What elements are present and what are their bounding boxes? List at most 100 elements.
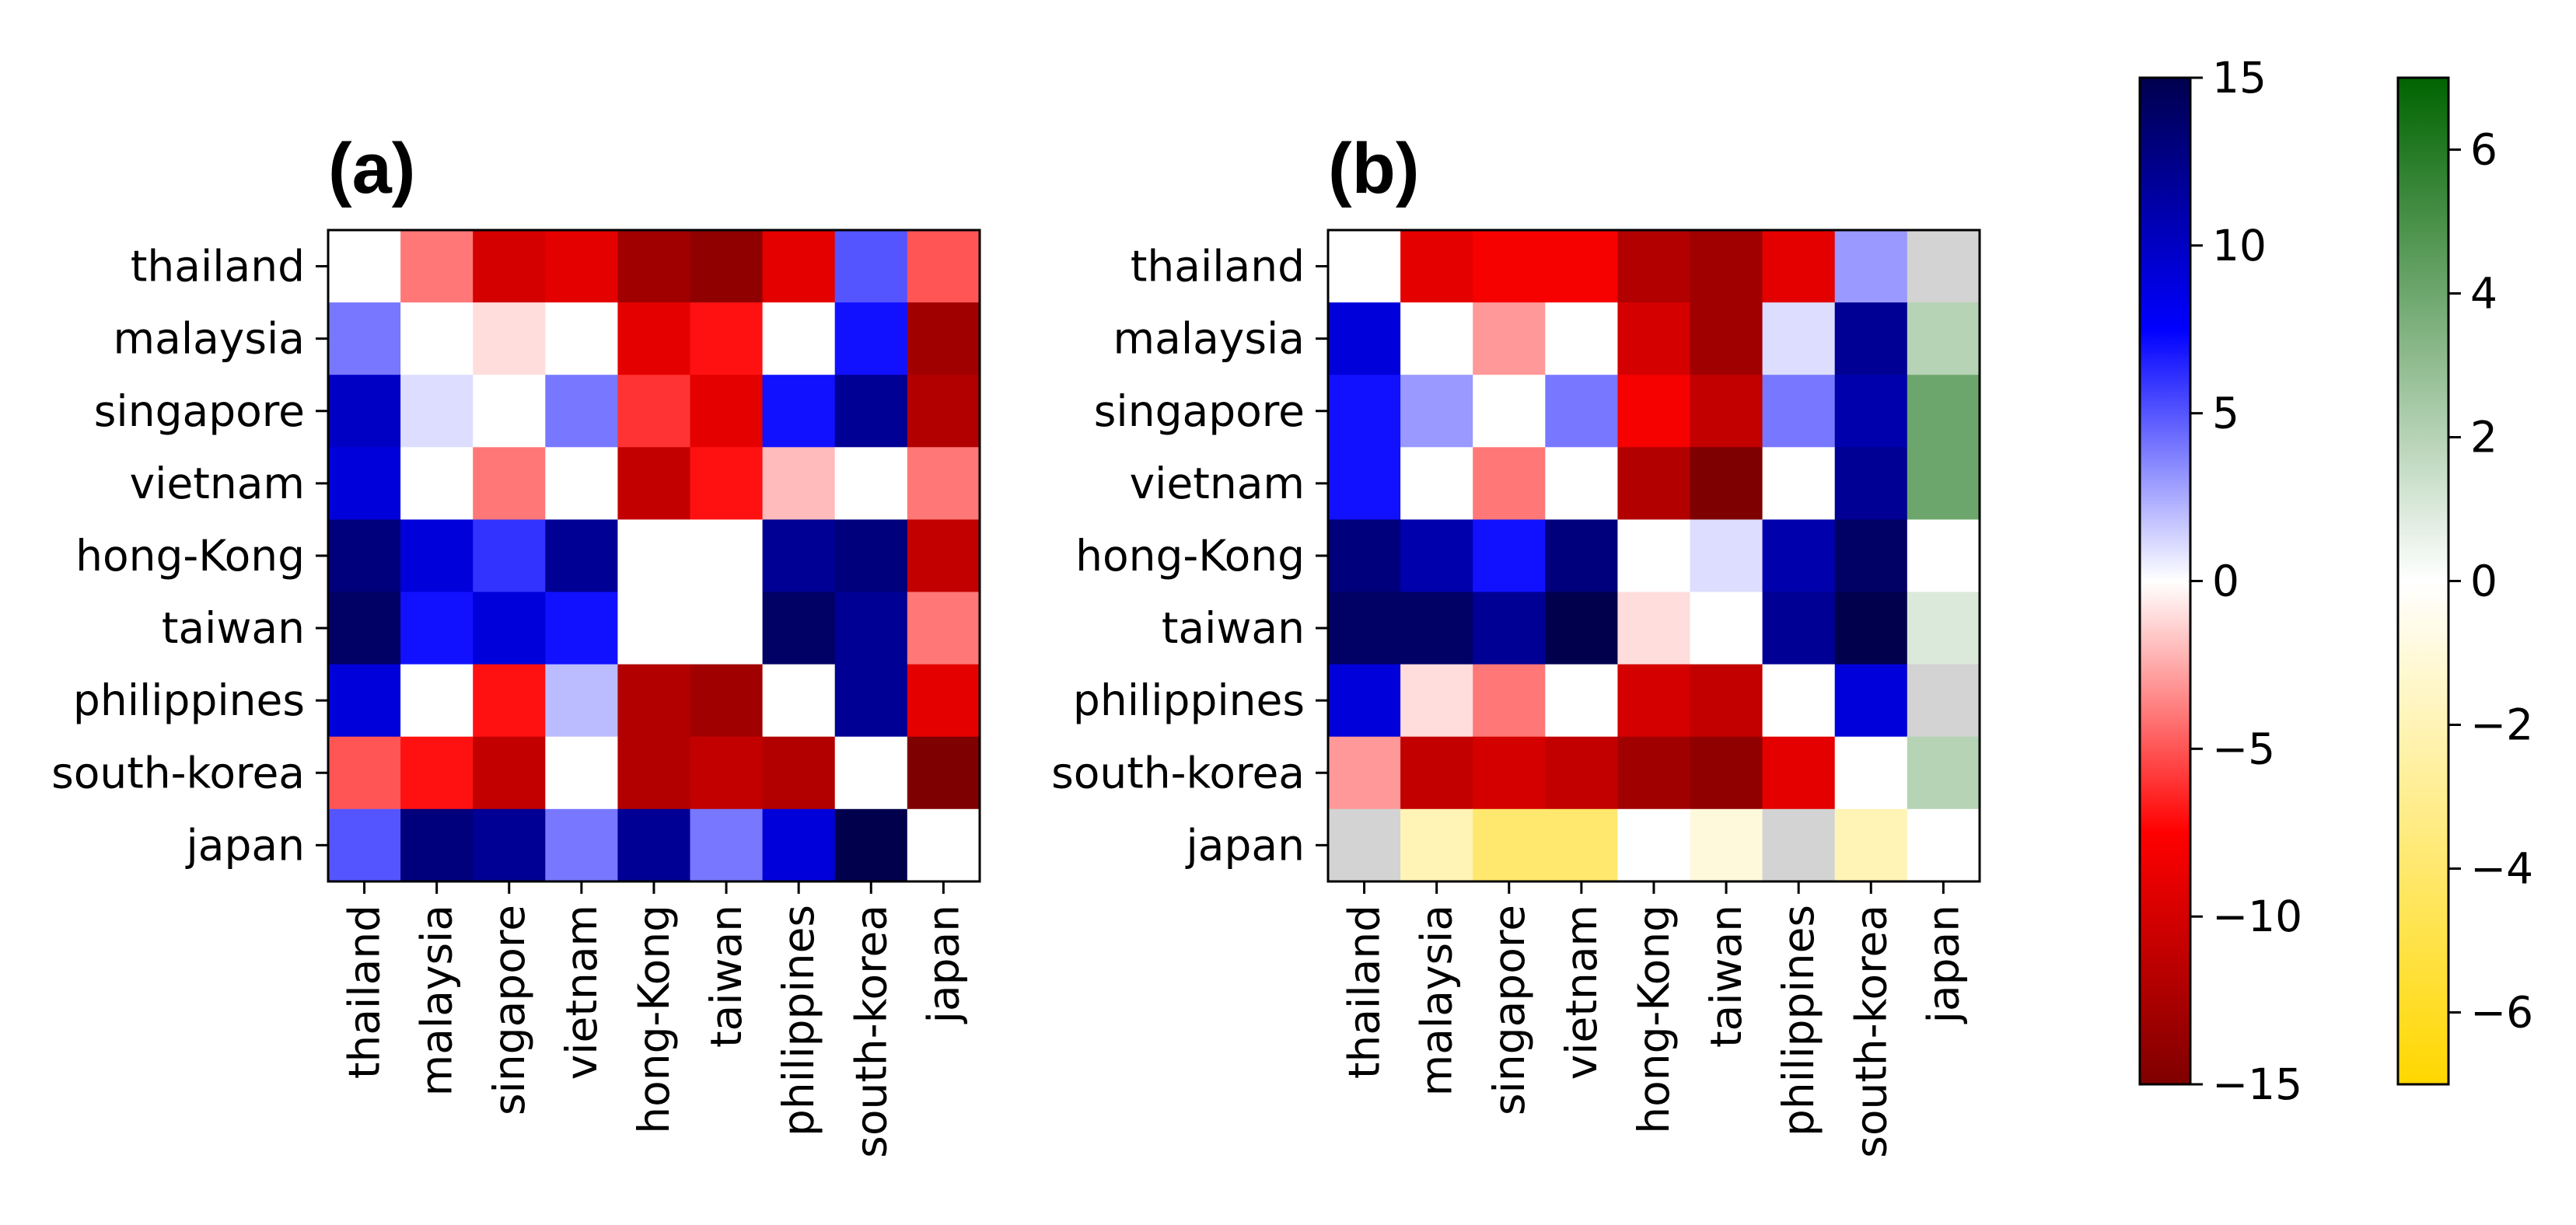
heatmap-cell bbox=[1907, 447, 1980, 520]
heatmap-cell bbox=[1907, 808, 1980, 882]
heatmap-cell bbox=[1690, 447, 1763, 520]
heatmap-cell bbox=[473, 664, 546, 738]
heatmap-cell bbox=[1545, 808, 1618, 882]
heatmap-cell bbox=[1834, 736, 1908, 810]
heatmap-cell bbox=[1473, 375, 1546, 448]
heatmap-cell bbox=[762, 230, 836, 303]
heatmap-cell bbox=[1834, 592, 1908, 665]
heatmap-cell bbox=[1400, 375, 1473, 448]
row-label: thailand bbox=[131, 242, 305, 291]
col-label: thailand bbox=[1340, 905, 1389, 1079]
row-label: singapore bbox=[94, 386, 305, 436]
heatmap-cell bbox=[834, 519, 908, 593]
heatmap-cell bbox=[1545, 375, 1618, 448]
heatmap-cell bbox=[762, 736, 836, 810]
heatmap-cell bbox=[545, 736, 618, 810]
colorbar-blue-red-gradient bbox=[2138, 76, 2192, 1086]
heatmap-cell bbox=[617, 808, 691, 882]
colorbar-tick-label: 0 bbox=[2212, 557, 2239, 606]
col-label: taiwan bbox=[701, 905, 751, 1048]
heatmap-cell bbox=[1617, 592, 1691, 665]
heatmap-cell bbox=[1690, 808, 1763, 882]
heatmap-cell bbox=[1328, 302, 1401, 375]
heatmap-a-ticks bbox=[316, 265, 945, 894]
panel-b-title: (b) bbox=[1328, 129, 1419, 208]
heatmap-cell bbox=[907, 375, 980, 448]
heatmap-cell bbox=[834, 302, 908, 375]
row-label: taiwan bbox=[1162, 603, 1305, 653]
heatmap-cell bbox=[762, 592, 836, 665]
heatmap-b-frame bbox=[1326, 229, 1981, 883]
heatmap-cell bbox=[473, 736, 546, 810]
heatmap-cell bbox=[762, 519, 836, 593]
heatmap-cell bbox=[328, 375, 401, 448]
heatmap-cell bbox=[1907, 736, 1980, 810]
heatmap-cell bbox=[1834, 302, 1908, 375]
heatmap-cell bbox=[328, 808, 401, 882]
heatmap-cell bbox=[1400, 592, 1473, 665]
heatmap-cell bbox=[762, 808, 836, 882]
row-label: singapore bbox=[1094, 386, 1305, 436]
heatmap-cell bbox=[1690, 519, 1763, 593]
heatmap-b-ticks bbox=[1316, 265, 1945, 894]
heatmap-cell bbox=[907, 664, 980, 738]
heatmap-cell bbox=[690, 447, 764, 520]
heatmap-a-row-labels: thailand malaysia singapore vietnam hong-Kon… bbox=[51, 242, 305, 871]
heatmap-cell bbox=[617, 302, 691, 375]
heatmap-cell bbox=[1328, 447, 1401, 520]
heatmap-cell bbox=[1617, 302, 1691, 375]
panel-a-title: (a) bbox=[328, 129, 415, 208]
heatmap-cell bbox=[617, 375, 691, 448]
heatmap-cell bbox=[1545, 447, 1618, 520]
heatmap-cell bbox=[690, 664, 764, 738]
colorbar-tick-label: −5 bbox=[2212, 724, 2275, 773]
colorbar-tick-label: 6 bbox=[2470, 125, 2497, 175]
heatmap-cell bbox=[1907, 519, 1980, 593]
heatmap-cell bbox=[1617, 519, 1691, 593]
colorbar-tick-label: 2 bbox=[2470, 413, 2497, 462]
heatmap-cell bbox=[1690, 664, 1763, 738]
col-label: hong-Kong bbox=[1629, 905, 1679, 1134]
heatmap-cell bbox=[1907, 664, 1980, 738]
heatmap-cell bbox=[545, 664, 618, 738]
heatmap-cell bbox=[1617, 808, 1691, 882]
heatmap-cell bbox=[1328, 592, 1401, 665]
row-label: south-korea bbox=[1051, 748, 1305, 797]
heatmap-cell bbox=[1328, 230, 1401, 303]
heatmap-cell bbox=[1545, 230, 1618, 303]
heatmap-cell bbox=[328, 664, 401, 738]
colorbar-blue-red-ticks: 15 10 5 0 −5 −10 −15 bbox=[2190, 53, 2302, 1109]
heatmap-cell bbox=[1834, 808, 1908, 882]
col-label: hong-Kong bbox=[629, 905, 679, 1134]
heatmap-cell bbox=[907, 736, 980, 810]
heatmap-cell bbox=[1762, 592, 1836, 665]
col-label: singapore bbox=[484, 905, 534, 1115]
heatmap-cell bbox=[400, 592, 474, 665]
heatmap-cell bbox=[762, 664, 836, 738]
row-label: south-korea bbox=[51, 748, 305, 797]
heatmap-cell bbox=[907, 519, 980, 593]
heatmap-cell bbox=[1762, 736, 1836, 810]
row-label: vietnam bbox=[130, 459, 305, 508]
heatmap-cell bbox=[1762, 808, 1836, 882]
heatmap-cell bbox=[617, 592, 691, 665]
heatmap-cell bbox=[834, 375, 908, 448]
heatmap-cell bbox=[1328, 375, 1401, 448]
colorbar-tick-label: −4 bbox=[2470, 844, 2533, 894]
heatmap-cell bbox=[1400, 519, 1473, 593]
heatmap-cell bbox=[1762, 302, 1836, 375]
heatmap-cell bbox=[762, 375, 836, 448]
heatmap-cell bbox=[1907, 375, 1980, 448]
heatmap-cell bbox=[1762, 447, 1836, 520]
heatmap-cell bbox=[400, 519, 474, 593]
heatmap-cell bbox=[400, 230, 474, 303]
row-label: japan bbox=[186, 820, 305, 870]
col-label: vietnam bbox=[557, 905, 606, 1080]
heatmap-cell bbox=[473, 302, 546, 375]
heatmap-cell bbox=[1834, 230, 1908, 303]
heatmap-cell bbox=[690, 230, 764, 303]
heatmap-cell bbox=[1473, 592, 1546, 665]
heatmap-cell bbox=[328, 230, 401, 303]
heatmap-cell bbox=[473, 230, 546, 303]
heatmap-cell bbox=[545, 519, 618, 593]
